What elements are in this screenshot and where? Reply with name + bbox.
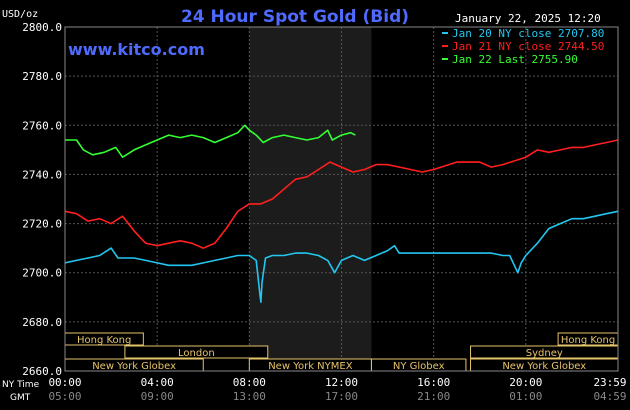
timestamp: January 22, 2025 12:20 (455, 12, 601, 25)
session-box (124, 345, 269, 359)
session-label: London (178, 348, 215, 359)
plot-frame (64, 26, 619, 372)
gmt-label: GMT (10, 393, 31, 403)
x-tick-label-gmt: 21:00 (417, 390, 450, 403)
y-tick-label: 2680.0 (22, 316, 62, 329)
x-tick-label-gmt: 17:00 (325, 390, 358, 403)
series-line (64, 210, 619, 303)
y-axis: 2800.0 2780.0 2760.0 2740.0 2720.0 2700.0 2680… (22, 21, 62, 378)
ny-time-label: NY Time (2, 380, 40, 390)
x-tick-label-gmt: 13:00 (233, 390, 266, 403)
session-label: New York Globex (502, 361, 586, 372)
x-tick-label-ny: 23:59 (593, 376, 626, 389)
x-tick-label-ny: 00:00 (48, 376, 81, 389)
y-axis-unit-label: USD/oz (2, 9, 38, 20)
legend-entry: Jan 20 NY close 2707.80 (452, 27, 604, 40)
x-tick-label-gmt: 01:00 (509, 390, 542, 403)
series-line (65, 124, 356, 158)
session-label: Hong Kong (77, 335, 131, 346)
x-tick-label-ny: 16:00 (417, 376, 450, 389)
y-tick-label: 2800.0 (22, 21, 62, 34)
legend-entry: Jan 22 Last 2755.90 (452, 53, 578, 66)
y-tick-label: 2740.0 (22, 168, 62, 181)
y-tick-label: 2700.0 (22, 267, 62, 280)
x-tick-label-ny: 08:00 (233, 376, 266, 389)
price-series (64, 124, 619, 303)
chart-title: 24 Hour Spot Gold (Bid) (181, 7, 409, 27)
legend-entry: Jan 21 NY close 2744.50 (452, 40, 604, 53)
y-tick-label: 2760.0 (22, 119, 62, 132)
x-tick-label-ny: 12:00 (325, 376, 358, 389)
session-label: New York Globex (92, 361, 176, 372)
x-tick-label-ny: 20:00 (509, 376, 542, 389)
x-tick-label-gmt: 09:00 (141, 390, 174, 403)
y-tick-label: 2720.0 (22, 218, 62, 231)
session-label: Sydney (526, 348, 563, 359)
x-tick-label-ny: 04:00 (141, 376, 174, 389)
x-tick-label-gmt: 05:00 (48, 390, 81, 403)
y-tick-label: 2660.0 (22, 365, 62, 378)
site-label: www.kitco.com (68, 40, 205, 59)
session-label: Hong Kong (561, 335, 615, 346)
x-axis: 00:00 04:00 08:00 12:00 16:00 20:00 23:59 05:00… (48, 376, 626, 403)
y-tick-label: 2780.0 (22, 70, 62, 83)
session-label: NY Globex (393, 361, 445, 372)
session-label: New York NYMEX (268, 361, 353, 372)
nymex-session-shade (249, 27, 372, 371)
series-line (64, 139, 619, 249)
x-tick-label-gmt: 04:59 (593, 390, 626, 403)
market-sessions: Hong Kong Hong Kong London Sydney New York G… (64, 332, 619, 372)
